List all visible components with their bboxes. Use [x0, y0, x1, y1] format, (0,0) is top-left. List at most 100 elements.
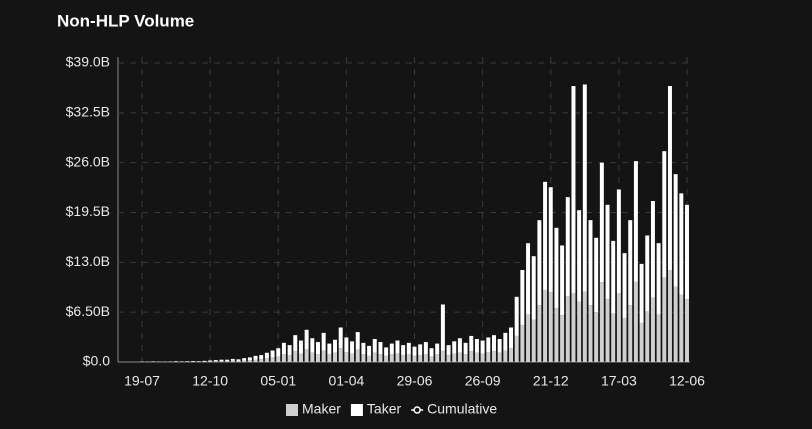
bar	[656, 314, 661, 362]
bar	[276, 348, 281, 357]
bar	[384, 355, 389, 362]
bar	[497, 352, 502, 362]
bar	[679, 193, 684, 295]
bar	[491, 335, 496, 352]
bar	[384, 347, 389, 356]
bar	[344, 352, 349, 362]
bar	[514, 335, 519, 362]
bar	[429, 348, 434, 357]
bar	[639, 322, 644, 362]
bar	[599, 282, 604, 362]
bar	[616, 189, 621, 293]
bar	[372, 352, 377, 362]
bar	[582, 291, 587, 362]
bar	[406, 342, 411, 355]
bar	[650, 201, 655, 298]
bar	[577, 301, 582, 362]
bar	[412, 355, 417, 362]
x-tick-label: 26-09	[465, 373, 501, 389]
bar	[457, 352, 462, 362]
bar	[338, 327, 343, 349]
bar	[554, 308, 559, 362]
bar	[491, 351, 496, 362]
bar	[548, 292, 553, 362]
bar	[509, 348, 513, 362]
bar	[423, 354, 428, 362]
bar	[378, 342, 383, 355]
bar	[304, 348, 309, 362]
bar	[633, 161, 638, 282]
bar	[264, 352, 269, 359]
bar	[571, 293, 576, 362]
bar	[509, 327, 513, 349]
bar	[287, 355, 292, 362]
bar	[662, 277, 667, 362]
bar	[367, 345, 372, 356]
bar	[395, 353, 400, 362]
bar	[242, 358, 247, 361]
y-tick-label: $0.0	[83, 353, 110, 369]
bar	[474, 339, 479, 353]
bar	[560, 315, 565, 362]
bar	[236, 360, 241, 362]
x-tick-label: 29-06	[397, 373, 433, 389]
bar	[310, 338, 315, 353]
bar	[474, 352, 479, 362]
x-tick-label: 05-01	[260, 373, 296, 389]
bar	[633, 281, 638, 362]
y-tick-label: $32.5B	[66, 104, 110, 120]
bar	[350, 341, 355, 354]
bar	[582, 84, 587, 292]
bar	[469, 335, 474, 352]
bar	[321, 332, 326, 351]
bar	[367, 355, 372, 362]
bar	[327, 343, 332, 355]
bar	[543, 289, 548, 362]
bar	[316, 354, 320, 362]
bar	[611, 313, 616, 362]
bar	[457, 338, 462, 353]
bar	[685, 299, 689, 362]
legend-marker	[413, 406, 421, 414]
bar	[452, 341, 457, 354]
x-tick-label: 01-04	[328, 373, 364, 389]
bar	[418, 355, 423, 362]
bar	[259, 355, 264, 360]
bar	[463, 342, 468, 355]
bar	[429, 356, 434, 362]
legend-swatch	[350, 404, 363, 416]
legend-label: Taker	[367, 401, 402, 417]
bar	[406, 354, 411, 362]
bar	[611, 240, 616, 314]
bar	[594, 312, 599, 362]
bar	[594, 237, 599, 313]
bar	[537, 305, 542, 362]
bar	[247, 357, 252, 361]
bar	[605, 299, 610, 362]
bar	[639, 263, 644, 323]
bar	[656, 243, 661, 315]
bar	[435, 343, 440, 355]
bar	[486, 352, 491, 362]
bar	[395, 340, 400, 354]
bar	[548, 187, 553, 293]
chart-title: Non-HLP Volume	[57, 11, 194, 30]
bar	[230, 360, 235, 362]
bar	[208, 361, 213, 362]
bar	[554, 227, 559, 309]
bar	[440, 350, 445, 362]
bar	[219, 359, 224, 362]
x-tick-label: 12-06	[669, 373, 705, 389]
bar	[281, 354, 286, 362]
bar	[423, 342, 428, 355]
bar	[662, 151, 667, 278]
x-tick-label: 21-12	[533, 373, 569, 389]
bar	[628, 220, 633, 306]
bar	[264, 358, 269, 362]
legend-swatch	[286, 404, 298, 416]
bar	[253, 359, 258, 362]
bar	[560, 245, 565, 316]
bar	[503, 332, 508, 351]
bar	[520, 270, 525, 326]
